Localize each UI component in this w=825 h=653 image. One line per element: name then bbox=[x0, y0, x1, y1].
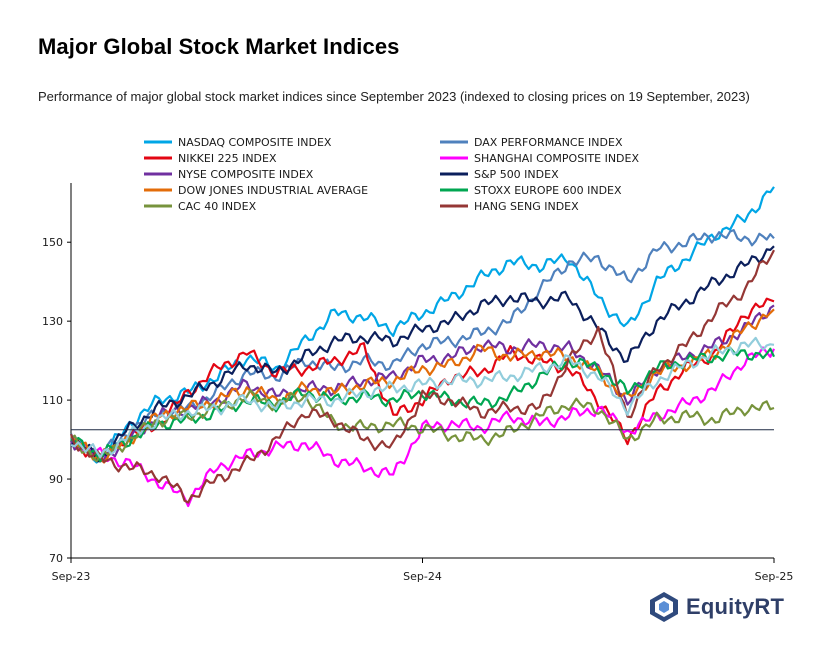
chart-subtitle: Performance of major global stock market… bbox=[38, 89, 750, 104]
legend-label-dow-jones-industrial-average: DOW JONES INDUSTRIAL AVERAGE bbox=[178, 184, 368, 197]
plot-area: 70 90 110 130 150 Sep-23 Sep-24 Sep-25 bbox=[42, 183, 793, 583]
legend-label-shanghai-composite-index: SHANGHAI COMPOSITE INDEX bbox=[474, 152, 639, 165]
logo-text: EquityRT bbox=[686, 594, 785, 619]
legend: NASDAQ COMPOSITE INDEX DAX PERFORMANCE IN… bbox=[144, 136, 639, 213]
legend-label-nikkei-225-index: NIKKEI 225 INDEX bbox=[178, 152, 277, 165]
equityrt-logo-icon bbox=[650, 592, 678, 622]
series-line-cac-40-index bbox=[70, 389, 775, 463]
equityrt-logo: EquityRT bbox=[648, 590, 784, 624]
legend-label-cac-40-index: CAC 40 INDEX bbox=[178, 200, 257, 213]
series-line-dow-jones-industrial-average bbox=[70, 308, 775, 464]
legend-label-dax-performance-index: DAX PERFORMANCE INDEX bbox=[474, 136, 623, 149]
y-tick-label: 130 bbox=[42, 315, 63, 328]
x-tick-label: Sep-23 bbox=[52, 570, 91, 583]
x-tick-label: Sep-24 bbox=[403, 570, 442, 583]
y-tick-label: 90 bbox=[49, 473, 63, 486]
legend-label-stoxx-europe-600-index: STOXX EUROPE 600 INDEX bbox=[474, 184, 622, 197]
series-line-s-p-500-index bbox=[70, 245, 775, 463]
y-tick-label: 110 bbox=[42, 394, 63, 407]
series-line-shanghai-composite-index bbox=[70, 346, 775, 508]
x-tick-label: Sep-25 bbox=[755, 570, 794, 583]
y-tick-label: 150 bbox=[42, 236, 63, 249]
legend-label-nasdaq-composite-index: NASDAQ COMPOSITE INDEX bbox=[178, 136, 332, 149]
series-line-nasdaq-composite-index bbox=[70, 186, 775, 464]
x-axis-ticks: Sep-23 Sep-24 Sep-25 bbox=[52, 558, 794, 583]
y-axis-ticks: 70 90 110 130 150 bbox=[42, 236, 71, 565]
chart-title: Major Global Stock Market Indices bbox=[38, 34, 400, 59]
series-layer bbox=[69, 186, 775, 508]
series-line-hang-seng-index bbox=[69, 249, 775, 504]
legend-label-nyse-composite-index: NYSE COMPOSITE INDEX bbox=[178, 168, 314, 181]
series-line-nikkei-225-index bbox=[70, 297, 775, 461]
legend-label-s-p-500-index: S&P 500 INDEX bbox=[474, 168, 559, 181]
series-line-dax-performance-index bbox=[70, 229, 775, 459]
legend-label-hang-seng-index: HANG SENG INDEX bbox=[474, 200, 579, 213]
series-line-light-blue bbox=[70, 336, 775, 459]
y-tick-label: 70 bbox=[49, 552, 63, 565]
